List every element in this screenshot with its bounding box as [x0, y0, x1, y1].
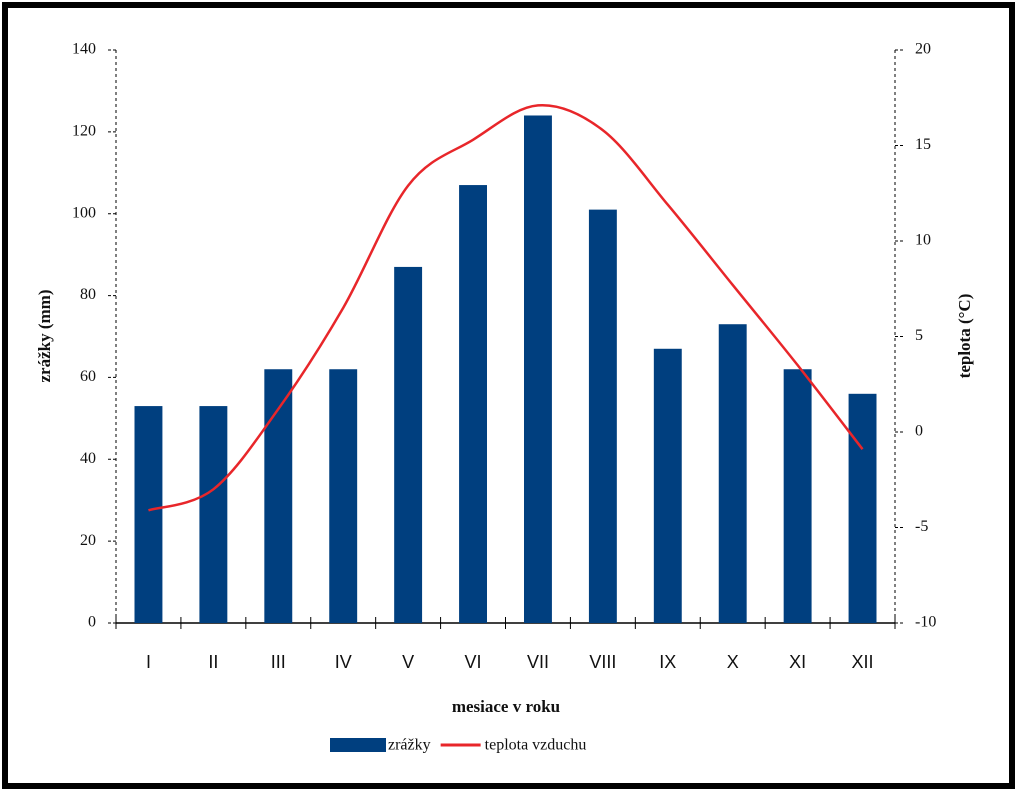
- bar: [848, 393, 877, 623]
- bar: [199, 406, 228, 623]
- bar: [329, 369, 358, 623]
- bar: [459, 185, 487, 624]
- bar: [783, 369, 812, 623]
- x-tick-label: VI: [465, 652, 482, 672]
- x-tick-label: X: [727, 652, 739, 672]
- bar: [264, 369, 293, 623]
- y-tick-label: 120: [72, 123, 96, 140]
- x-tick-label: VII: [527, 652, 549, 672]
- bar: [588, 209, 617, 623]
- y-tick-label: 140: [72, 41, 96, 58]
- y2-tick-label: -10: [915, 614, 936, 631]
- x-tick-label: IV: [335, 652, 352, 672]
- x-tick-label: V: [402, 652, 414, 672]
- legend-swatch: [330, 738, 386, 752]
- y-tick-label: 20: [80, 532, 96, 549]
- y2-tick-label: 20: [915, 41, 931, 58]
- bar: [394, 266, 423, 623]
- bar: [718, 324, 747, 623]
- x-tick-label: XI: [789, 652, 806, 672]
- x-tick-label: IX: [659, 652, 676, 672]
- y2-tick-label: 5: [915, 327, 923, 344]
- y2-tick-label: 10: [915, 232, 931, 249]
- legend-label: zrážky: [388, 737, 431, 754]
- x-tick-label: VIII: [589, 652, 616, 672]
- y-tick-label: 60: [80, 368, 96, 385]
- y-tick-label: 80: [80, 286, 96, 303]
- y-tick-label: 0: [88, 614, 96, 631]
- bar: [524, 115, 552, 623]
- x-tick-label: III: [271, 652, 286, 672]
- x-tick-label: II: [208, 652, 218, 672]
- x-tick-label: I: [146, 652, 151, 672]
- y-axis-label: zrážky (mm): [35, 290, 54, 383]
- bar: [134, 406, 163, 623]
- x-axis-label: mesiace v roku: [452, 697, 560, 716]
- y-tick-label: 100: [72, 204, 96, 221]
- y2-axis-label: teplota (°C): [955, 294, 974, 379]
- y2-tick-label: -5: [915, 518, 928, 535]
- line: [148, 104, 864, 512]
- y2-tick-label: 0: [915, 423, 923, 440]
- bar: [653, 348, 682, 623]
- y-tick-label: 40: [80, 450, 96, 467]
- x-tick-label: XII: [852, 652, 874, 672]
- legend-label: teplota vzduchu: [485, 737, 587, 754]
- y2-tick-label: 15: [915, 136, 931, 153]
